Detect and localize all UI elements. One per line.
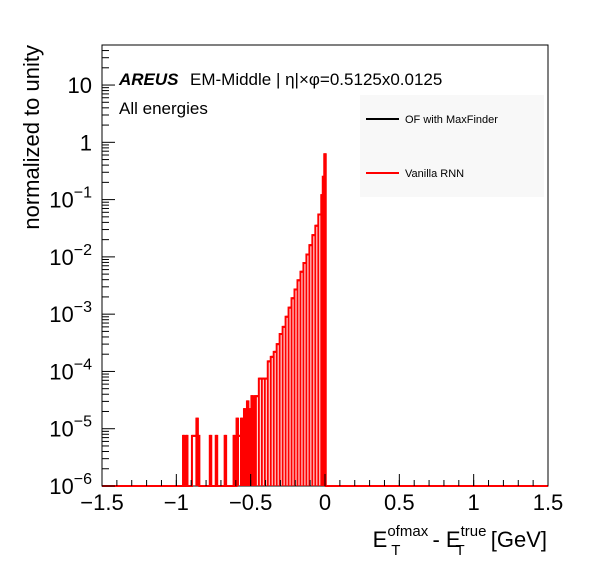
y-tick-label: 10 — [68, 73, 92, 98]
series-histogram-1 — [102, 153, 548, 487]
y-axis-label: normalized to unity — [19, 45, 44, 230]
histogram-layer — [102, 153, 548, 487]
x-tick-label: −1 — [164, 490, 189, 515]
x-tick-label: −1.5 — [80, 490, 123, 515]
x-tick-label: 0.5 — [384, 490, 415, 515]
annotation-brand: AREUS — [118, 70, 179, 89]
y-tick-label: 10−6 — [49, 471, 92, 499]
x-tick-label: 1.5 — [533, 490, 564, 515]
xlabel-sep: - E — [426, 527, 460, 552]
x-axis-label: Eofmax T - Etrue T [GeV] — [373, 523, 547, 559]
y-tick-label: 10−4 — [49, 356, 92, 384]
y-axis-ticks: 10−6 10−5 10−4 10−3 10−2 10−1 1 10 — [49, 44, 115, 499]
x-tick-label: 0 — [319, 490, 331, 515]
legend: OF with MaxFinder Vanilla RNN — [360, 95, 544, 197]
annotation-text: EM-Middle | η|×φ=0.5125x0.0125 — [190, 70, 442, 89]
x-tick-label: −0.5 — [229, 490, 272, 515]
xlabel-sup2: true — [461, 523, 487, 540]
xlabel-sup1: ofmax — [387, 523, 428, 540]
annotation-line2: All energies — [119, 99, 208, 118]
y-tick-label: 10−2 — [49, 242, 92, 270]
xlabel-e1: E — [373, 527, 388, 552]
legend-label-of: OF with MaxFinder — [405, 114, 498, 126]
xlabel-sub2: T — [455, 542, 464, 559]
xlabel-sub1: T — [391, 542, 400, 559]
y-tick-label: 10−5 — [49, 414, 92, 442]
xlabel-tail: [GeV] — [485, 527, 547, 552]
y-tick-label: 10−1 — [49, 185, 92, 213]
legend-box — [360, 95, 544, 197]
y-tick-label: 1 — [80, 130, 92, 155]
x-axis-ticks: −1.5 −1 −0.5 0 0.5 1 1.5 — [80, 474, 563, 515]
y-tick-label: 10−3 — [49, 299, 92, 327]
legend-label-rnn: Vanilla RNN — [405, 168, 464, 180]
x-tick-label: 1 — [468, 490, 480, 515]
